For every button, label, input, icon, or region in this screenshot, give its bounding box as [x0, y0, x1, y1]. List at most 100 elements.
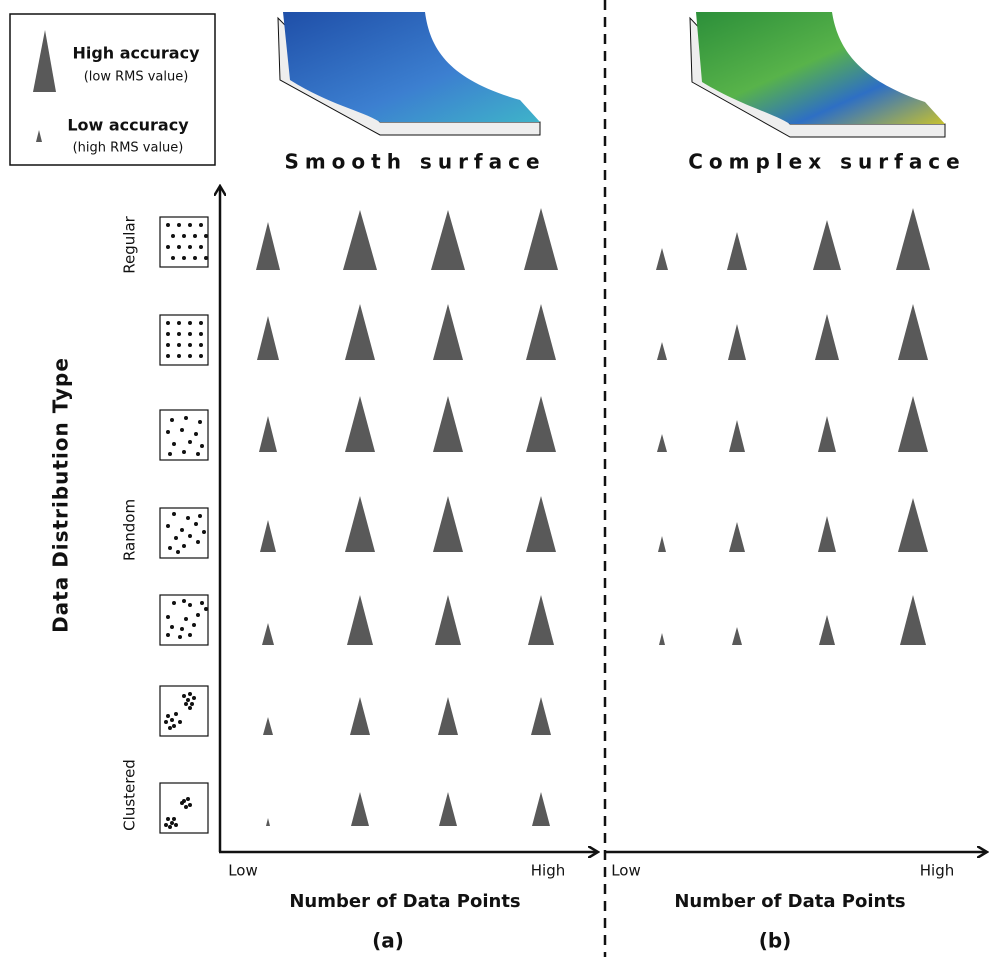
sample-dot [170, 821, 174, 825]
accuracy-triangle [729, 420, 745, 452]
sample-dot [182, 256, 186, 260]
sample-dot [170, 625, 174, 629]
sample-dot [182, 599, 186, 603]
accuracy-triangle [345, 496, 375, 552]
accuracy-triangle [259, 416, 277, 452]
sample-dot [177, 343, 181, 347]
accuracy-triangle [257, 316, 279, 360]
accuracy-triangle [898, 498, 928, 552]
sample-dot [166, 714, 170, 718]
sample-dot [177, 223, 181, 227]
sample-dot [198, 420, 202, 424]
accuracy-triangle [433, 396, 463, 452]
accuracy-triangle [343, 210, 377, 270]
sample-dot [188, 343, 192, 347]
sample-dot [188, 633, 192, 637]
sample-dot [196, 613, 200, 617]
sample-dot [199, 245, 203, 249]
sample-dot [170, 418, 174, 422]
accuracy-triangle [732, 627, 742, 645]
accuracy-triangle [898, 304, 928, 360]
sample-dot [177, 321, 181, 325]
sample-dot [168, 546, 172, 550]
sample-dot [164, 823, 168, 827]
sample-dot [194, 432, 198, 436]
sample-dot [166, 332, 170, 336]
distribution-icon [160, 686, 208, 736]
sample-dot [200, 601, 204, 605]
figure: High accuracy (low RMS value) Low accura… [0, 0, 991, 957]
sample-dot [178, 635, 182, 639]
sample-dot [184, 702, 188, 706]
sample-dot [176, 550, 180, 554]
legend-high-label: High accuracy [72, 44, 200, 63]
sample-dot [171, 234, 175, 238]
sample-dot [184, 416, 188, 420]
sample-dot [172, 442, 176, 446]
sample-dot [177, 332, 181, 336]
accuracy-triangle [528, 595, 554, 645]
y-axis-label: Data Distribution Type [49, 357, 73, 633]
accuracy-triangle [656, 248, 668, 270]
accuracy-triangle [439, 792, 457, 826]
sample-dot [198, 514, 202, 518]
legend-high-note: (low RMS value) [84, 70, 189, 85]
accuracy-triangle [896, 208, 930, 270]
x-high-label: High [920, 862, 954, 880]
sample-dot [174, 536, 178, 540]
accuracy-triangle [727, 232, 747, 270]
accuracy-triangle [347, 595, 373, 645]
sample-dot [199, 354, 203, 358]
sample-dot [188, 321, 192, 325]
sample-dot [188, 692, 192, 696]
sample-dot [184, 805, 188, 809]
triangles [256, 208, 930, 826]
accuracy-triangle [531, 697, 551, 735]
x-low-label: Low [228, 862, 258, 880]
sample-dot [172, 512, 176, 516]
sample-dot [188, 245, 192, 249]
sample-dot [188, 603, 192, 607]
accuracy-triangle [345, 304, 375, 360]
sample-dot [164, 720, 168, 724]
accuracy-triangle [435, 595, 461, 645]
sample-dot [180, 428, 184, 432]
accuracy-triangle [818, 516, 836, 552]
sample-dot [166, 223, 170, 227]
sample-dot [192, 623, 196, 627]
sample-dot [186, 516, 190, 520]
sample-dot [180, 801, 184, 805]
accuracy-triangle [433, 496, 463, 552]
group-label: Regular [121, 215, 139, 273]
sample-dot [188, 534, 192, 538]
accuracy-triangle [728, 324, 746, 360]
accuracy-triangle [657, 342, 667, 360]
sample-dot [172, 601, 176, 605]
sample-dot [200, 444, 204, 448]
accuracy-triangle [431, 210, 465, 270]
x-axis-label: Number of Data Points [289, 891, 520, 912]
sample-dot [182, 450, 186, 454]
sample-dot [188, 440, 192, 444]
accuracy-triangle [262, 623, 274, 645]
sample-dot [188, 332, 192, 336]
smooth-surface-image [278, 12, 540, 135]
accuracy-triangle [657, 434, 667, 452]
sample-dot [193, 256, 197, 260]
panel-title: Complex surface [688, 150, 965, 174]
accuracy-triangle [526, 496, 556, 552]
sample-dot [199, 343, 203, 347]
sample-dot [168, 825, 172, 829]
sample-dot [186, 797, 190, 801]
accuracy-triangle [526, 396, 556, 452]
x-axis-label: Number of Data Points [674, 891, 905, 912]
x-high-label: High [531, 862, 565, 880]
accuracy-triangle [819, 615, 835, 645]
sample-dot [199, 223, 203, 227]
sample-dot [199, 321, 203, 325]
accuracy-triangle [350, 697, 370, 735]
sample-dot [166, 817, 170, 821]
legend-low-label: Low accuracy [67, 116, 189, 135]
accuracy-triangle [898, 396, 928, 452]
sample-dot [202, 530, 206, 534]
